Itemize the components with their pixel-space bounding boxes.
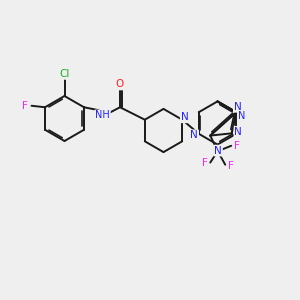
Text: N: N xyxy=(214,146,222,156)
Text: F: F xyxy=(22,101,28,111)
Text: O: O xyxy=(116,79,124,89)
Text: F: F xyxy=(228,161,234,171)
Text: F: F xyxy=(234,141,240,151)
Text: Cl: Cl xyxy=(59,69,70,79)
Text: N: N xyxy=(234,102,242,112)
Text: N: N xyxy=(238,111,245,121)
Text: F: F xyxy=(202,158,208,168)
Text: N: N xyxy=(181,112,188,122)
Text: NH: NH xyxy=(95,110,110,120)
Text: N: N xyxy=(190,130,198,140)
Text: N: N xyxy=(234,127,242,137)
